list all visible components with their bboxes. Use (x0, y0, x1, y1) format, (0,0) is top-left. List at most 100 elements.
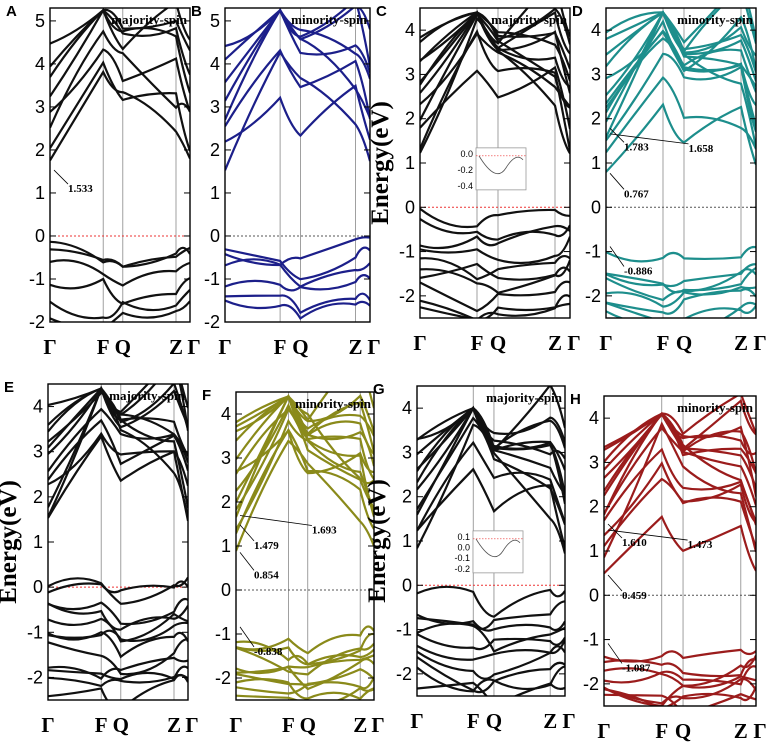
x-tick-label: Γ (185, 713, 198, 737)
x-tick-label: Γ (41, 713, 54, 737)
band-line (606, 301, 756, 318)
y-tick-label: 2 (221, 492, 231, 512)
band-line (606, 285, 756, 308)
band-line (48, 387, 188, 429)
x-tick-label: F (282, 713, 295, 737)
y-tick-label: 0 (402, 575, 412, 595)
band-line (604, 693, 756, 706)
y-tick-label: -2 (399, 286, 415, 306)
annotation-label: 1.533 (68, 183, 93, 195)
x-tick-label: Z (167, 713, 181, 737)
band-line (50, 29, 190, 129)
band-line (604, 412, 756, 479)
y-axis-label: Energy(eV) (364, 479, 391, 603)
bands (225, 8, 370, 320)
band-line (606, 288, 756, 315)
spin-label: minority-spin (291, 12, 368, 27)
x-tick-label: Γ (229, 713, 242, 737)
y-tick-label: -1 (27, 622, 43, 642)
panel-label: C (376, 3, 387, 20)
x-tick-label: F (97, 335, 110, 359)
band-line (420, 9, 570, 94)
annotation-label: 1.473 (688, 539, 713, 551)
x-tick-label: Z (353, 713, 367, 737)
annotation-label: 0.459 (622, 590, 647, 602)
spin-label: majority-spin (486, 390, 563, 405)
y-tick-label: 0 (221, 580, 231, 600)
x-tick-label: Q (115, 335, 131, 359)
band-line (236, 392, 374, 424)
y-tick-label: 2 (210, 140, 220, 160)
annotation-label: -0.886 (624, 266, 653, 278)
y-tick-label: -2 (396, 664, 412, 684)
x-tick-label: F (655, 719, 668, 743)
inset-tick-label: -0.2 (457, 165, 473, 175)
band-line (417, 406, 565, 472)
band-line (225, 274, 370, 292)
band-line (417, 416, 565, 526)
y-tick-label: 1 (589, 541, 599, 561)
band-line (417, 386, 565, 452)
band-line (420, 218, 570, 241)
panel-label: E (4, 379, 14, 396)
y-tick-label: 1 (402, 531, 412, 551)
annotation-arrow (239, 626, 255, 648)
band-line (604, 411, 756, 497)
band-line (417, 665, 565, 693)
band-line (48, 638, 188, 676)
annotation-label: 1.479 (254, 540, 279, 552)
spin-label: minority-spin (677, 400, 754, 415)
x-tick-label: F (471, 331, 484, 355)
y-tick-label: 3 (210, 97, 220, 117)
x-tick-label: Γ (367, 335, 380, 359)
annotation-arrow (239, 524, 255, 542)
y-tick-label: 3 (589, 452, 599, 472)
band-line (236, 625, 374, 655)
y-tick-label: 1 (405, 153, 415, 173)
band-line (417, 600, 565, 630)
y-tick-label: 2 (35, 140, 45, 160)
y-tick-label: -1 (585, 242, 601, 262)
annotation-label: -0.838 (254, 646, 283, 658)
band-line (50, 8, 190, 51)
y-tick-label: -1 (396, 620, 412, 640)
annotation-arrow (239, 515, 312, 526)
x-tick-label: Γ (413, 331, 426, 355)
band-line (604, 665, 756, 686)
y-tick-label: 1 (35, 183, 45, 203)
annotation-arrow (609, 173, 625, 190)
band-line (420, 207, 570, 229)
spin-label: majority-spin (109, 388, 186, 403)
annotation-arrow (609, 128, 625, 143)
annotation-arrow (609, 133, 689, 145)
x-tick-label: F (95, 713, 108, 737)
band-line (417, 440, 565, 532)
band-line (604, 477, 756, 548)
inset-tick-label: -0.1 (454, 553, 470, 563)
y-tick-label: 2 (589, 497, 599, 517)
band-line (48, 384, 188, 449)
y-tick-label: 0 (589, 585, 599, 605)
x-tick-label: Γ (218, 335, 231, 359)
y-tick-label: 1 (221, 536, 231, 556)
band-line (420, 10, 570, 86)
inset-plot: 0.10.0-0.1-0.2 (454, 530, 524, 574)
y-tick-label: 0 (405, 197, 415, 217)
band-line (420, 294, 570, 318)
band-line (604, 412, 756, 523)
band-line (236, 686, 374, 700)
x-tick-label: Q (675, 719, 691, 743)
band-line (604, 514, 756, 575)
bands (50, 8, 190, 322)
y-tick-label: -2 (583, 674, 599, 694)
x-tick-label: Z (543, 709, 557, 733)
band-line (50, 277, 190, 305)
band-line (50, 259, 190, 287)
x-tick-label: Q (676, 331, 692, 355)
band-line (420, 11, 570, 70)
band-line (225, 8, 370, 48)
panel-label: A (6, 3, 17, 20)
